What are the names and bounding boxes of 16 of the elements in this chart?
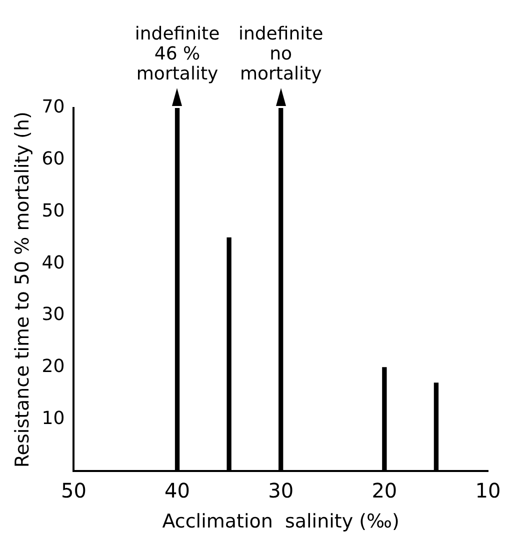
x-tick-label: 30: [268, 478, 294, 502]
y-tick-label: 20: [42, 356, 65, 378]
x-tick-label: 40: [164, 478, 190, 502]
y-axis-title: Resistance time to 50 % mortality (h): [11, 112, 34, 468]
y-tick-label: 60: [42, 148, 65, 170]
x-tick-label: 50: [60, 478, 86, 502]
x-tick-label: 20: [372, 478, 398, 502]
y-tick-label: 10: [42, 408, 65, 429]
y-tick-label: 70: [42, 96, 65, 118]
y-tick-label: 40: [42, 252, 65, 274]
x-axis-title: Acclimation salinity (‰): [162, 510, 400, 533]
y-tick-label: 50: [42, 200, 65, 222]
x-tick-label: 10: [475, 478, 501, 502]
y-tick-label: 30: [42, 304, 65, 326]
annotation: indefinite 46 % mortality: [134, 24, 220, 85]
annotation: indefinite no mortality: [238, 24, 324, 85]
